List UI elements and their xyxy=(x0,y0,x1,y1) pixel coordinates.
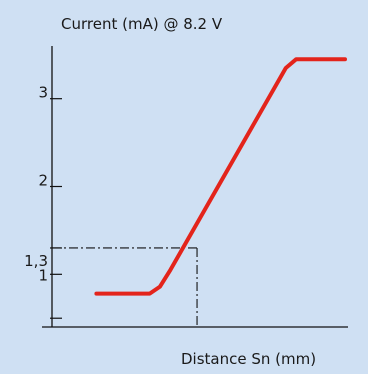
x-axis-label: Distance Sn (mm) xyxy=(181,350,316,368)
y-tick-label: 2 xyxy=(38,172,48,190)
reference-guide xyxy=(52,247,198,327)
chart-title: Current (mA) @ 8.2 V xyxy=(61,15,223,33)
y-tick-label: 1 xyxy=(38,266,48,284)
y-tick-label: 1,3 xyxy=(24,252,48,270)
y-tick-label: 3 xyxy=(38,84,48,102)
series-current-line xyxy=(94,57,347,296)
